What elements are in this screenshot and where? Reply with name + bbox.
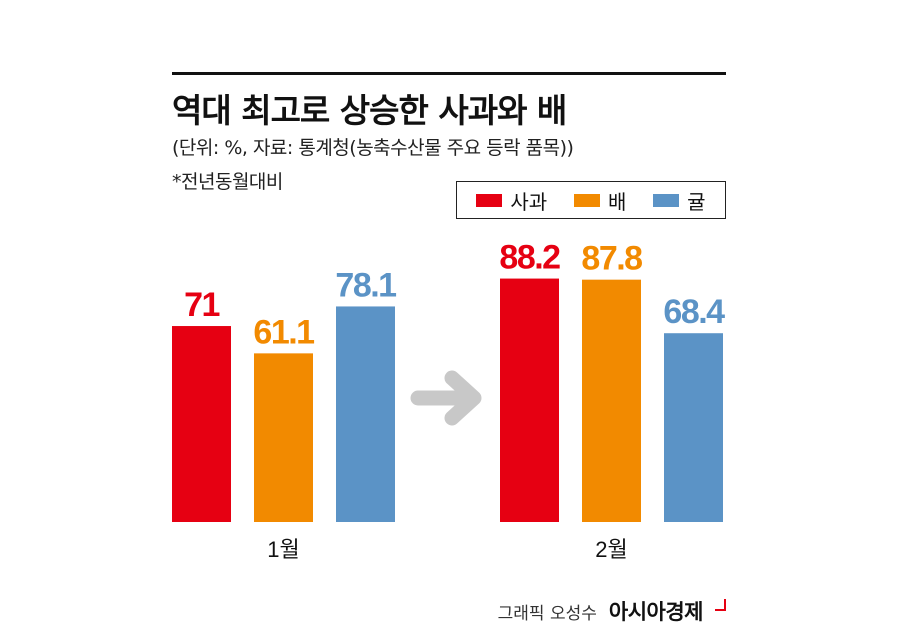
data-label-pear-1: 61.1: [253, 313, 314, 351]
x-tick-label-1: 1월: [267, 537, 299, 562]
data-label-tangerine-2: 68.4: [663, 293, 725, 331]
chart-note: *전년동월대비: [172, 171, 283, 193]
data-label-apple-2: 88.2: [499, 239, 560, 277]
legend-swatch-pear: [573, 193, 600, 207]
legend-item-apple: 사과: [476, 186, 547, 215]
legend-item-tangerine: 귤: [653, 186, 706, 215]
bar-pear-2: [582, 279, 641, 522]
chart-subtitle: (단위: %, 자료: 통계청(농축수산물 주요 등락 품목)): [172, 137, 574, 159]
credit-brand: 아시아경제: [608, 600, 704, 624]
legend: 사과 배 귤: [456, 181, 726, 219]
legend-label-apple: 사과: [510, 189, 548, 214]
bar-tangerine-2: [664, 333, 723, 522]
brand-mark-icon: [715, 599, 726, 611]
legend-label-pear: 배: [607, 189, 627, 214]
legend-item-pear: 배: [573, 186, 627, 215]
bar-pear-1: [254, 353, 313, 522]
bar-apple-1: [172, 326, 231, 522]
bar-apple-2: [500, 278, 559, 522]
legend-label-tangerine: 귤: [687, 189, 706, 214]
top-rule: [172, 72, 726, 75]
legend-swatch-tangerine: [653, 193, 680, 207]
data-label-tangerine-1: 78.1: [335, 266, 396, 304]
right-arrow-icon: [410, 370, 482, 426]
x-tick-label-2: 2월: [595, 537, 627, 562]
credit-author: 그래픽 오성수: [497, 604, 597, 624]
credit: 그래픽 오성수 아시아경제: [498, 596, 726, 626]
bar-tangerine-1: [336, 306, 395, 522]
legend-swatch-apple: [476, 193, 503, 207]
data-label-apple-1: 71: [184, 286, 219, 324]
data-label-pear-2: 87.8: [581, 240, 642, 278]
chart-title: 역대 최고로 상승한 사과와 배: [172, 91, 567, 130]
